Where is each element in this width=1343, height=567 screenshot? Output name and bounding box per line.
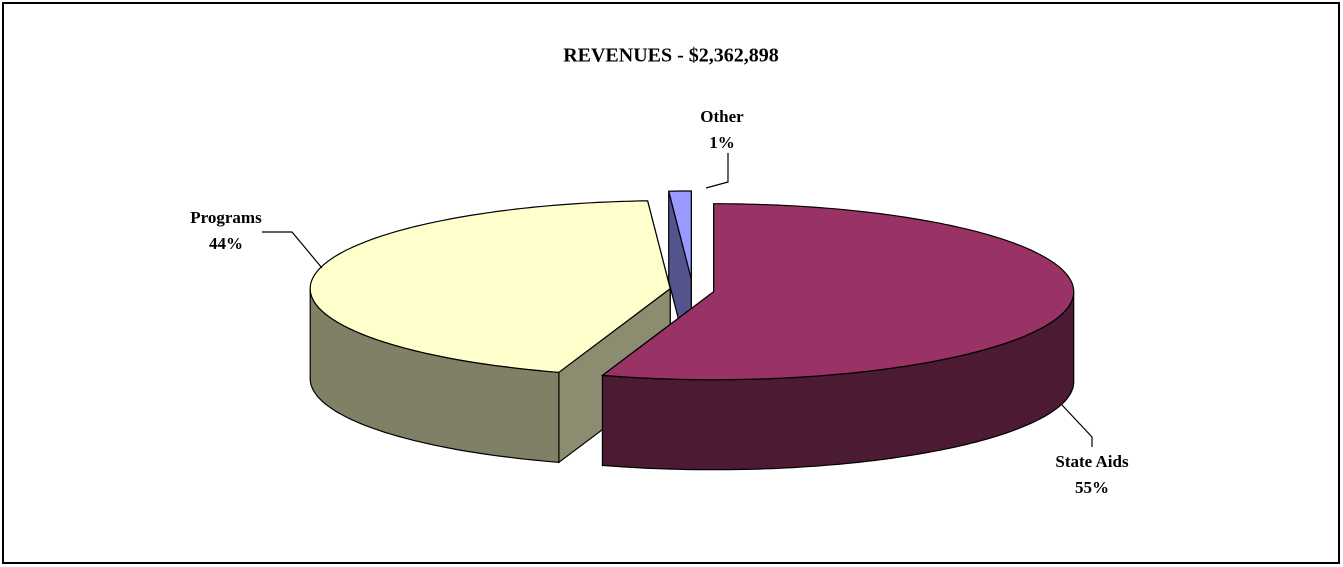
leader-line (262, 231, 323, 269)
slice (667, 190, 692, 280)
slice-label: Programs (190, 208, 262, 227)
slice-value-label: 44% (209, 234, 243, 253)
slice-label: State Aids (1055, 452, 1129, 471)
slice-value-label: 55% (1075, 478, 1109, 497)
leader-line (705, 153, 729, 189)
slice (309, 200, 671, 373)
chart-title: REVENUES - $2,362,898 (563, 45, 779, 67)
leader-line (1061, 404, 1093, 447)
slice (600, 203, 1075, 381)
slice-label: Other (700, 107, 744, 126)
slice-value-label: 1% (709, 133, 735, 152)
